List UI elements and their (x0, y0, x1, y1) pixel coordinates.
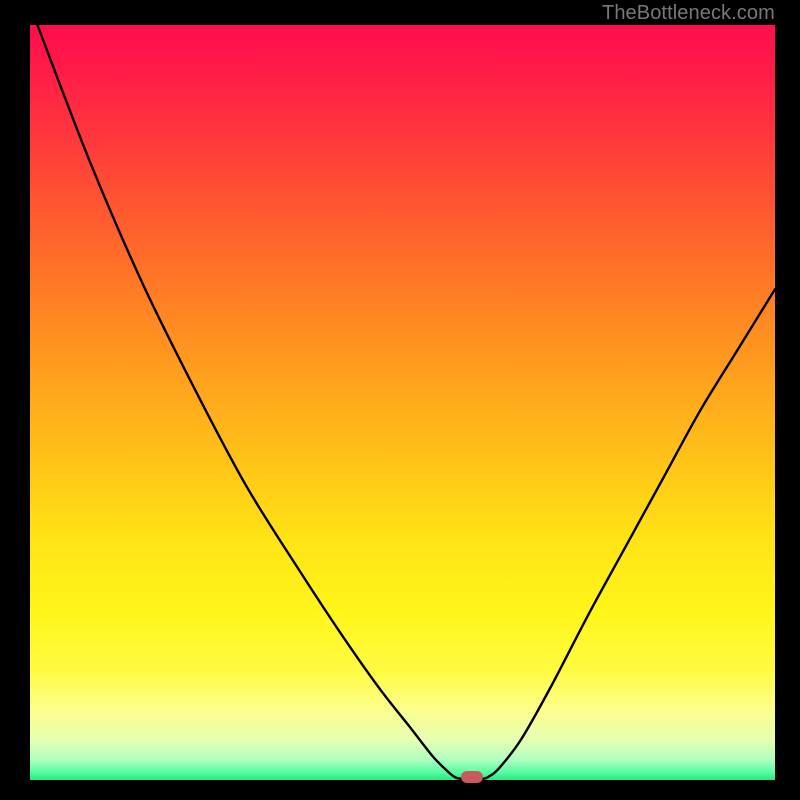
bottleneck-curve (0, 0, 800, 800)
watermark-text: TheBottleneck.com (602, 2, 775, 25)
chart-stage: TheBottleneck.com (0, 0, 800, 800)
optimal-marker (461, 771, 483, 783)
